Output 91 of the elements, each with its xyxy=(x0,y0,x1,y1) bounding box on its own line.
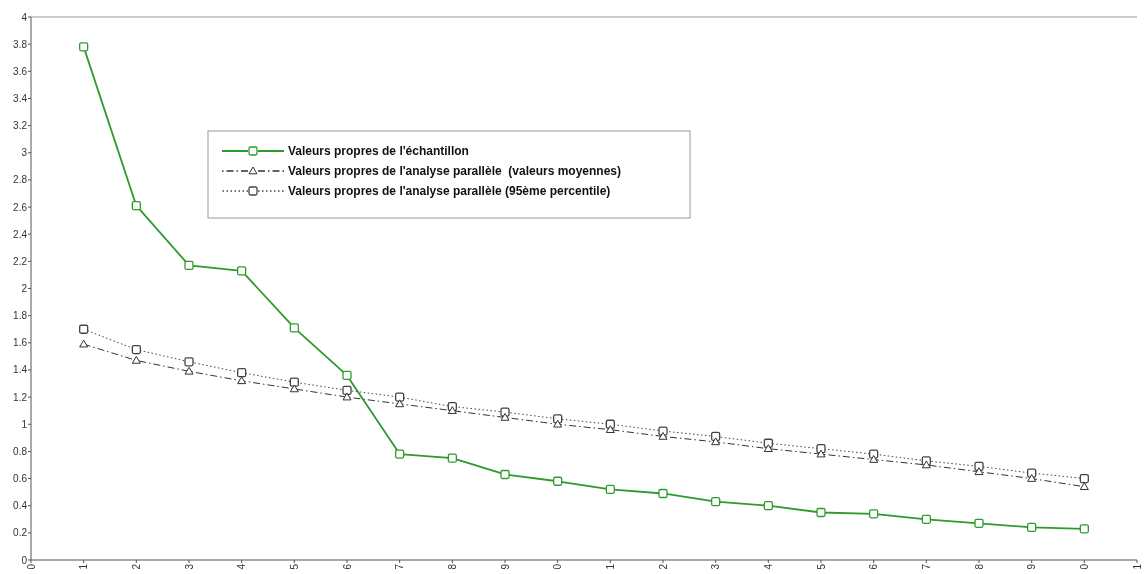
y-tick-label: 2.8 xyxy=(13,174,28,186)
point xyxy=(605,484,615,495)
x-tick-label: 7 xyxy=(394,563,406,570)
y-tick-label: 0.4 xyxy=(13,500,28,512)
point xyxy=(237,266,247,276)
x-tick-label: 1 xyxy=(1131,563,1143,570)
point xyxy=(395,449,405,459)
point xyxy=(342,385,352,395)
point xyxy=(921,514,931,524)
point xyxy=(79,42,89,52)
x-tick-label: 4 xyxy=(236,563,248,570)
legend-label: Valeurs propres de l'analyse parallèle (valeurs moyennes) xyxy=(288,164,622,179)
point xyxy=(79,324,89,334)
x-tick-label: 5 xyxy=(815,563,827,570)
point xyxy=(342,392,352,401)
point xyxy=(289,384,299,393)
point xyxy=(131,344,141,355)
x-tick-label: 1 xyxy=(604,563,616,570)
point xyxy=(869,509,879,519)
point xyxy=(184,366,194,375)
point xyxy=(658,488,668,499)
point xyxy=(184,260,194,271)
y-tick-label: 0.8 xyxy=(13,445,28,457)
point xyxy=(974,518,984,528)
y-tick-label: 1.4 xyxy=(13,364,28,376)
point xyxy=(553,419,563,428)
point xyxy=(711,496,721,507)
x-tick-label: 4 xyxy=(762,563,774,570)
y-tick-label: 3.6 xyxy=(13,65,28,77)
x-tick-label: 0 xyxy=(552,563,564,570)
x-tick-label: 8 xyxy=(973,563,985,570)
point xyxy=(289,323,299,333)
y-tick-label: 1.2 xyxy=(13,391,28,403)
point xyxy=(237,368,247,378)
y-tick-label: 0.6 xyxy=(13,473,28,485)
y-tick-label: 3.2 xyxy=(13,120,28,132)
legend-label: Valeurs propres de l'analyse parallèle (95ème percentile) xyxy=(288,184,611,199)
y-tick-label: 1.6 xyxy=(13,337,28,349)
point xyxy=(763,501,773,511)
x-tick-label: 3 xyxy=(183,563,195,570)
point xyxy=(342,370,352,381)
x-tick-label: 2 xyxy=(657,563,669,570)
point xyxy=(447,453,457,463)
x-tick-label: 6 xyxy=(868,563,880,570)
point xyxy=(1079,473,1089,484)
y-tick-label: 2.2 xyxy=(13,255,28,267)
y-tick-label: 0.2 xyxy=(13,527,28,539)
point xyxy=(869,455,879,463)
y-tick-label: 1.8 xyxy=(13,310,28,322)
x-tick-label: 2 xyxy=(130,563,142,570)
point xyxy=(1027,474,1037,482)
point xyxy=(816,449,826,458)
x-tick-label: 1 xyxy=(78,563,90,570)
y-tick-label: 3.4 xyxy=(13,92,28,104)
x-tick-label: 8 xyxy=(446,563,458,570)
x-tick-label: 9 xyxy=(499,563,511,570)
point xyxy=(711,437,721,446)
x-tick-label: 5 xyxy=(288,563,300,570)
point xyxy=(921,460,931,469)
point xyxy=(1027,522,1037,533)
point xyxy=(500,469,510,480)
x-tick-label: 6 xyxy=(341,563,353,570)
legend-label: Valeurs propres de l'échantillon xyxy=(288,144,469,159)
point xyxy=(79,339,89,348)
point xyxy=(1079,524,1089,534)
point xyxy=(131,355,141,364)
point xyxy=(605,425,615,433)
point xyxy=(553,476,563,486)
point xyxy=(816,507,826,518)
point xyxy=(237,376,247,385)
point xyxy=(974,467,984,476)
x-tick-label: 0 xyxy=(1078,563,1090,570)
y-tick-label: 2 xyxy=(21,283,28,294)
point xyxy=(184,357,194,367)
point xyxy=(658,431,668,440)
point xyxy=(395,399,405,408)
x-tick-label: 7 xyxy=(920,563,932,570)
x-tick-label: 9 xyxy=(1026,563,1038,570)
y-tick-label: 3 xyxy=(21,147,28,159)
point xyxy=(500,412,510,421)
x-tick-label: 3 xyxy=(710,563,722,570)
point xyxy=(1079,482,1089,490)
y-tick-label: 1 xyxy=(21,418,28,430)
y-tick-label: 2.4 xyxy=(13,228,28,240)
point xyxy=(447,406,457,414)
y-tick-label: 3.8 xyxy=(13,38,28,50)
point xyxy=(395,392,405,402)
point xyxy=(763,444,773,452)
y-tick-label: 4 xyxy=(21,11,28,23)
point xyxy=(131,201,141,211)
y-tick-label: 2.6 xyxy=(13,201,28,213)
